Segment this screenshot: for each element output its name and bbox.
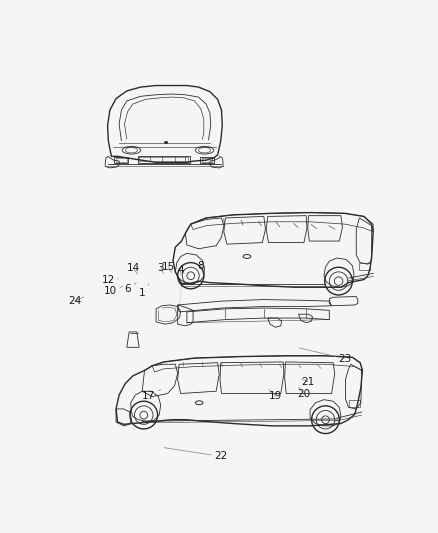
Text: 3: 3: [157, 263, 164, 273]
Text: 8: 8: [197, 261, 204, 271]
Text: 22: 22: [164, 448, 227, 462]
Text: 10: 10: [104, 286, 123, 295]
Text: 17: 17: [142, 390, 160, 401]
Bar: [199, 157, 213, 163]
Bar: [359, 263, 369, 270]
Bar: [139, 157, 188, 161]
Ellipse shape: [164, 141, 167, 144]
Text: 15: 15: [162, 262, 175, 272]
Text: 21: 21: [300, 377, 314, 386]
Bar: [349, 400, 359, 407]
Text: 23: 23: [299, 348, 351, 364]
Text: 1: 1: [138, 284, 148, 298]
Text: 24: 24: [68, 296, 84, 306]
Bar: [201, 158, 212, 161]
Text: 6: 6: [124, 282, 136, 294]
Bar: [116, 158, 127, 161]
Bar: [137, 156, 190, 163]
Bar: [114, 157, 128, 163]
Text: 19: 19: [268, 390, 282, 401]
Text: 12: 12: [102, 275, 118, 285]
Text: 14: 14: [126, 263, 139, 274]
Text: 20: 20: [297, 387, 310, 399]
Text: 4: 4: [177, 265, 183, 276]
